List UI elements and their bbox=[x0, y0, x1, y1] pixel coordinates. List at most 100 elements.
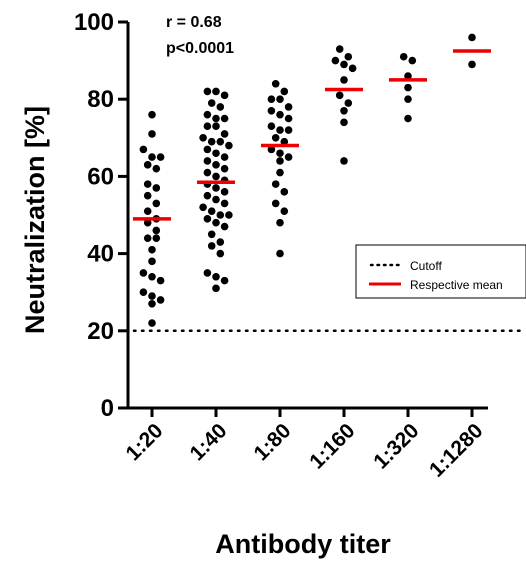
data-point bbox=[276, 157, 284, 165]
data-point bbox=[267, 122, 276, 131]
legend-label-mean: Respective mean bbox=[410, 278, 503, 292]
data-point bbox=[148, 245, 156, 254]
data-point bbox=[156, 276, 165, 285]
data-point bbox=[216, 103, 225, 111]
y-tick-label: 0 bbox=[101, 395, 114, 422]
annotation-p: p<0.0001 bbox=[166, 40, 234, 57]
data-point bbox=[139, 269, 148, 277]
data-point bbox=[468, 33, 476, 42]
data-point bbox=[212, 161, 220, 169]
x-tick-label: 1:320 bbox=[369, 419, 423, 473]
data-point bbox=[143, 234, 152, 242]
data-point bbox=[220, 130, 229, 138]
data-point bbox=[207, 230, 216, 239]
data-point bbox=[139, 288, 148, 297]
data-point bbox=[212, 184, 220, 192]
data-point bbox=[203, 168, 212, 177]
data-point bbox=[203, 87, 212, 96]
data-point bbox=[148, 319, 156, 327]
data-point bbox=[156, 153, 165, 161]
data-point bbox=[220, 153, 229, 161]
data-point bbox=[152, 234, 161, 242]
x-tick-label: 1:160 bbox=[305, 419, 359, 473]
data-point bbox=[220, 276, 229, 285]
data-point bbox=[216, 211, 225, 219]
data-point bbox=[348, 64, 357, 73]
data-point bbox=[203, 157, 212, 165]
data-point bbox=[284, 126, 293, 134]
x-tick-label: 1:80 bbox=[250, 419, 296, 465]
data-point bbox=[344, 99, 353, 107]
data-point bbox=[203, 122, 212, 131]
data-point bbox=[220, 222, 229, 231]
y-tick-label: 40 bbox=[87, 241, 114, 268]
data-point bbox=[148, 292, 156, 300]
data-point bbox=[203, 191, 212, 200]
data-point bbox=[148, 257, 156, 266]
data-point bbox=[143, 218, 152, 227]
data-point bbox=[276, 95, 284, 103]
data-point bbox=[276, 168, 284, 177]
data-point bbox=[280, 137, 289, 146]
y-tick-label: 80 bbox=[87, 86, 114, 113]
data-point bbox=[225, 141, 233, 150]
legend: Cutoff Respective mean bbox=[355, 244, 526, 299]
x-axis-title: Antibody titer bbox=[215, 529, 391, 559]
data-point bbox=[335, 45, 344, 53]
data-point bbox=[148, 299, 156, 308]
data-point bbox=[152, 199, 161, 208]
x-tick-label: 1:40 bbox=[186, 419, 232, 465]
legend-box bbox=[355, 244, 526, 299]
data-point bbox=[216, 137, 225, 146]
data-point bbox=[212, 195, 220, 204]
data-point bbox=[207, 99, 216, 107]
data-point bbox=[148, 110, 156, 119]
data-point bbox=[203, 110, 212, 119]
data-point bbox=[276, 249, 284, 258]
data-point bbox=[225, 211, 233, 219]
data-point bbox=[271, 79, 280, 88]
data-point bbox=[271, 180, 280, 188]
data-point bbox=[199, 134, 207, 142]
data-point bbox=[404, 95, 412, 103]
data-point bbox=[340, 157, 348, 165]
data-point bbox=[408, 56, 417, 65]
data-point bbox=[212, 172, 220, 181]
data-point bbox=[143, 207, 152, 215]
data-point bbox=[212, 122, 220, 131]
data-point bbox=[143, 161, 152, 169]
data-point bbox=[203, 269, 212, 277]
data-point bbox=[220, 188, 229, 196]
data-point bbox=[156, 296, 165, 304]
data-point bbox=[276, 218, 284, 227]
data-point bbox=[271, 199, 280, 208]
data-point bbox=[468, 60, 476, 69]
annotation-r: r = 0.68 bbox=[166, 14, 222, 31]
data-point bbox=[212, 272, 220, 281]
data-point bbox=[267, 145, 276, 154]
data-point bbox=[148, 153, 156, 161]
data-point bbox=[284, 153, 293, 161]
data-point bbox=[399, 52, 408, 61]
data-point bbox=[212, 218, 220, 227]
data-point bbox=[203, 215, 212, 223]
data-point bbox=[207, 137, 216, 146]
data-point bbox=[267, 95, 276, 103]
data-point bbox=[207, 207, 216, 215]
legend-label-cutoff: Cutoff bbox=[410, 259, 442, 273]
y-tick-label: 100 bbox=[74, 9, 114, 36]
data-point bbox=[404, 72, 412, 80]
data-point bbox=[212, 114, 220, 123]
x-tick-label: 1:1280 bbox=[425, 419, 488, 482]
data-point bbox=[148, 272, 156, 281]
x-tick-label: 1:20 bbox=[122, 419, 168, 465]
data-point bbox=[340, 60, 348, 69]
data-point bbox=[340, 76, 348, 84]
data-point bbox=[340, 118, 348, 127]
data-point bbox=[267, 106, 276, 115]
data-point bbox=[280, 207, 289, 215]
data-point bbox=[152, 164, 161, 173]
data-point bbox=[331, 56, 340, 65]
y-tick-label: 60 bbox=[87, 163, 114, 190]
